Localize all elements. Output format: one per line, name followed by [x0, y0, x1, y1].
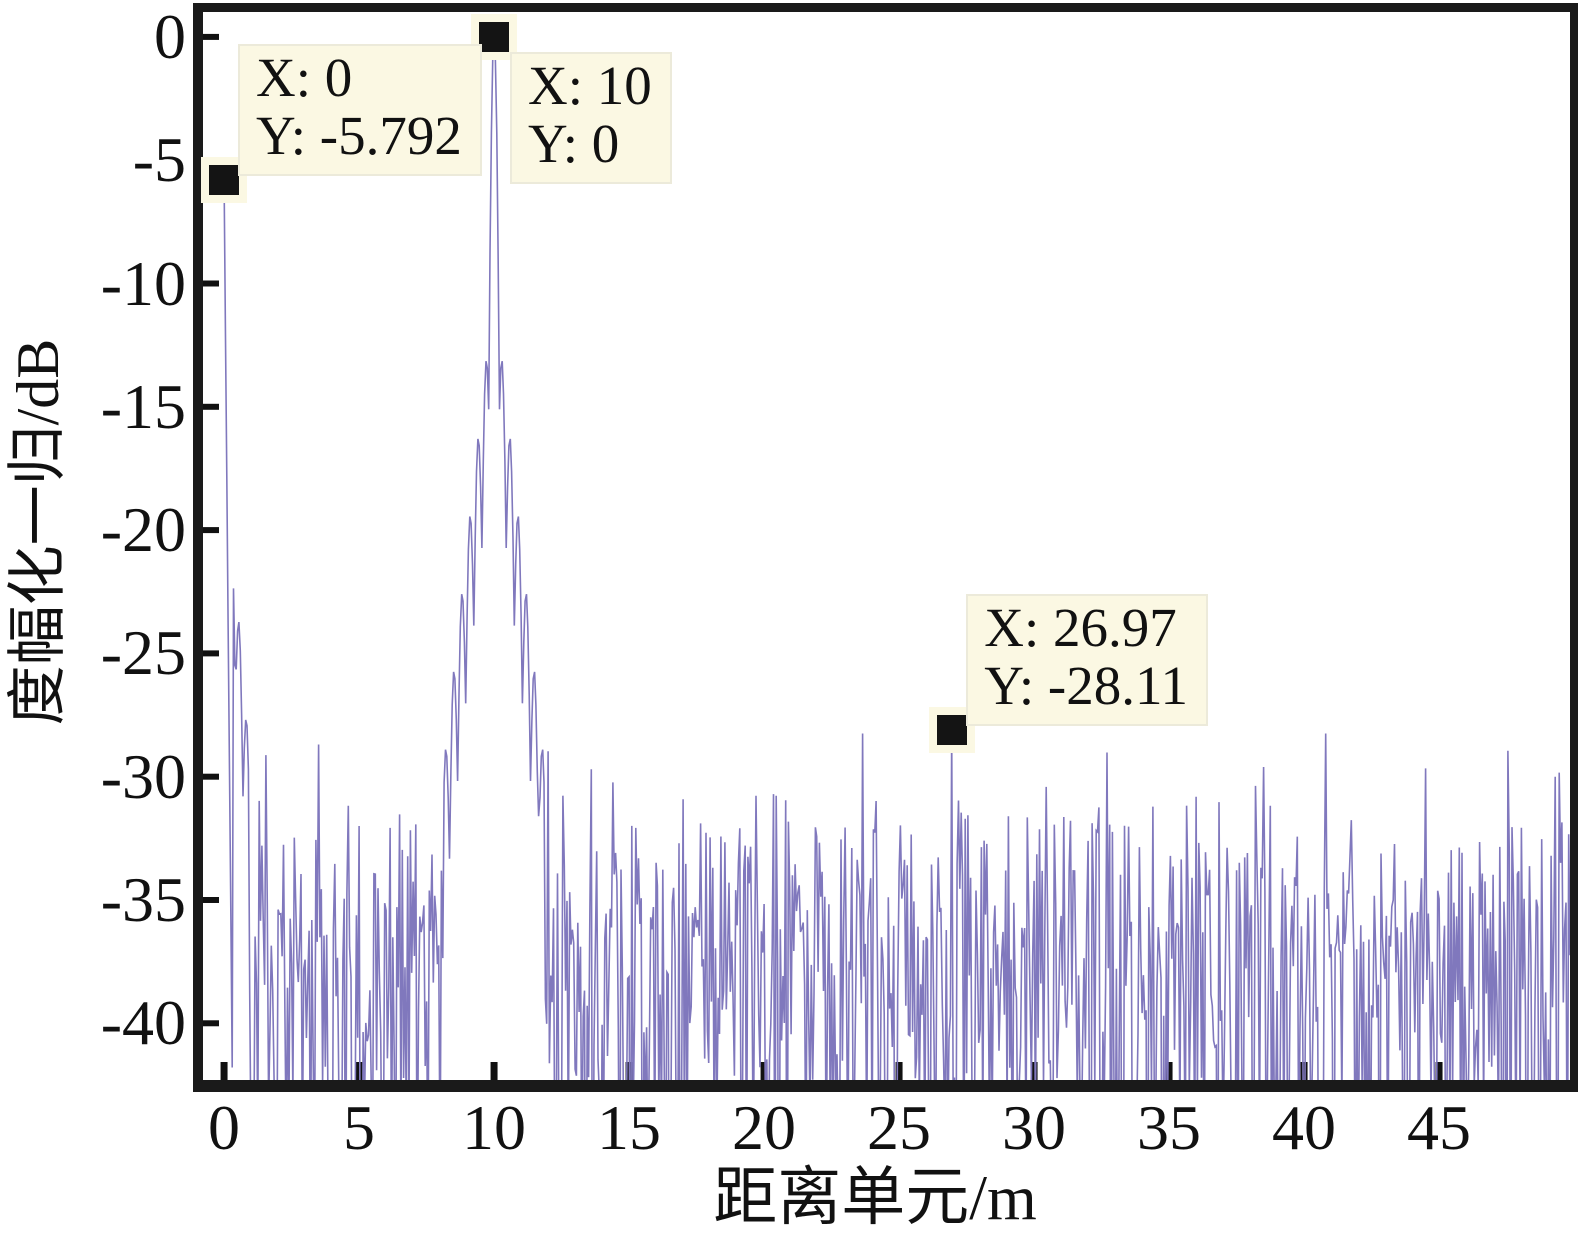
x-tick-label: 35 — [1137, 1092, 1202, 1163]
datatip-x-value: X: 0 — [256, 46, 353, 108]
x-tick-label: 10 — [462, 1092, 527, 1163]
y-tick-label: -30 — [100, 740, 186, 812]
x-tick-label: 15 — [597, 1092, 662, 1163]
y-tick-label: -5 — [132, 124, 186, 196]
datatip-label[interactable]: X: 26.97 Y: -28.11 — [966, 594, 1208, 727]
datatip-marker[interactable] — [209, 164, 240, 195]
datatip-y-value: Y: -28.11 — [984, 655, 1188, 717]
y-tick-label: 0 — [154, 0, 186, 72]
datatip-x-value: X: 26.97 — [984, 597, 1177, 659]
x-axis-title: 距离单元/m — [713, 1162, 1037, 1233]
datatip-x-value: X: 10 — [528, 54, 652, 116]
x-tick-label: 40 — [1272, 1092, 1337, 1163]
x-tick-label: 20 — [732, 1092, 797, 1163]
datatip-label[interactable]: X: 10 Y: 0 — [510, 51, 672, 184]
datatip-marker[interactable] — [937, 715, 968, 746]
x-tick-label: 0 — [208, 1092, 241, 1163]
datatip-marker[interactable] — [479, 21, 510, 52]
y-tick-label: -40 — [100, 987, 186, 1059]
y-tick-label: -15 — [100, 370, 186, 442]
y-tick-label: -25 — [100, 617, 186, 689]
y-axis-title: 度幅化一归/dB — [5, 338, 71, 726]
y-tick-label: -35 — [100, 863, 186, 935]
datatip-y-value: Y: 0 — [528, 112, 620, 174]
datatip-y-value: Y: -5.792 — [256, 104, 462, 166]
x-tick-label: 5 — [343, 1092, 376, 1163]
x-tick-label: 45 — [1407, 1092, 1472, 1163]
datatip-label[interactable]: X: 0 Y: -5.792 — [238, 43, 482, 176]
y-tick-label: -20 — [100, 494, 186, 566]
x-tick-label: 30 — [1002, 1092, 1067, 1163]
x-tick-label: 25 — [867, 1092, 932, 1163]
range-profile-line — [223, 36, 1570, 1080]
y-tick-label: -10 — [100, 247, 186, 319]
plot-canvas[interactable] — [203, 12, 1570, 1080]
